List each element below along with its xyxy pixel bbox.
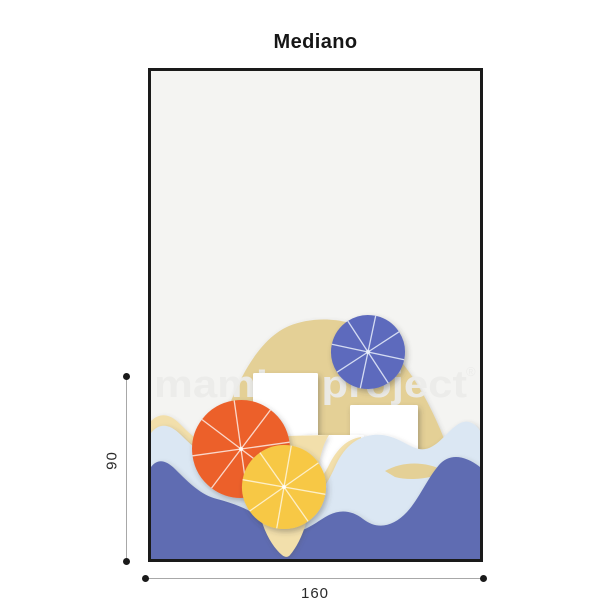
width-dimension-line — [146, 578, 484, 579]
height-dimension-line — [126, 377, 127, 562]
blue-umbrella-rib — [367, 351, 389, 384]
blue-umbrella-rib — [367, 351, 405, 361]
yellow-umbrella — [241, 444, 327, 530]
yellow-umbrella-rib — [283, 486, 309, 522]
orange-umbrella-rib — [210, 448, 242, 489]
yellow-umbrella-rib — [249, 486, 285, 512]
width-dimension-dot-left — [142, 575, 149, 582]
poster-frame: mambo project ® — [148, 68, 483, 562]
orange-umbrella-rib — [233, 400, 242, 450]
orange-umbrella-rib — [192, 448, 242, 457]
yellow-umbrella-rib — [283, 462, 319, 488]
blue-umbrella-rib — [367, 331, 400, 353]
umbrellas-layer — [192, 314, 406, 530]
height-dimension-label: 90 — [103, 451, 121, 470]
orange-umbrella-rib — [201, 418, 242, 450]
width-dimension-label: 160 — [300, 585, 330, 602]
yellow-umbrella-rib — [283, 445, 292, 488]
blue-umbrella-rib — [331, 343, 369, 353]
height-dimension-dot-top — [123, 373, 130, 380]
yellow-umbrella-hub — [281, 484, 287, 490]
width-dimension-dot-right — [480, 575, 487, 582]
orange-umbrella-rib — [240, 409, 272, 450]
yellow-umbrella-rib — [259, 452, 285, 488]
blue-umbrella-rib — [347, 320, 369, 353]
blue-umbrella-rib — [336, 351, 369, 373]
yellow-umbrella-rib — [283, 486, 326, 495]
blue-umbrella — [330, 314, 406, 390]
yellow-umbrella-rib — [242, 479, 285, 488]
registered-mark: ® — [466, 364, 476, 379]
product-size-title: Mediano — [273, 31, 358, 53]
blue-umbrella-hub — [365, 349, 371, 355]
blue-umbrella-rib — [367, 315, 377, 353]
height-dimension-dot-bottom — [123, 558, 130, 565]
beach-scene: mambo project ® — [151, 71, 480, 559]
dark-wave — [151, 456, 480, 559]
sand-strip-right — [385, 463, 445, 479]
orange-umbrella-rib — [240, 441, 290, 450]
yellow-umbrella-rib — [276, 486, 285, 529]
orange-umbrella-hub — [238, 446, 244, 452]
blue-umbrella-rib — [359, 351, 369, 389]
